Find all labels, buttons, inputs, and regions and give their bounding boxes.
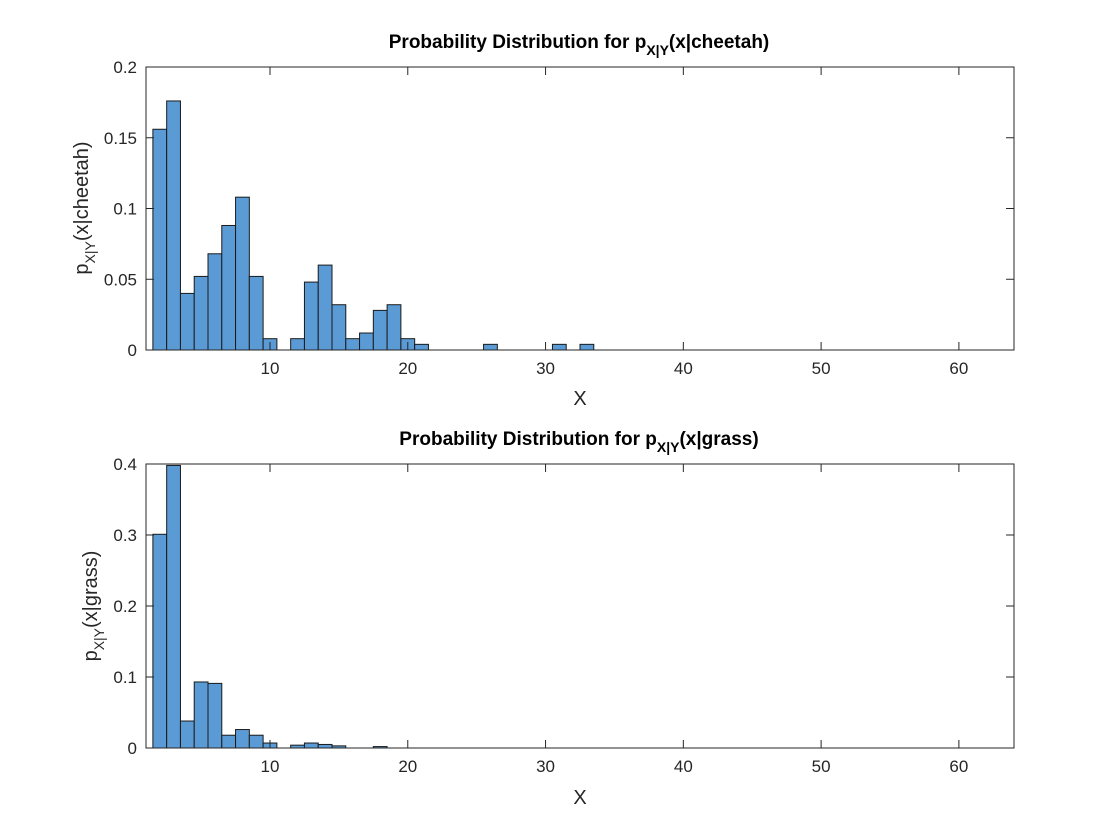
bar [386, 304, 402, 351]
y-tick-label: 0 [128, 341, 137, 360]
bar [221, 224, 237, 351]
y-axis-label: pX|Y(x|grass) [80, 551, 107, 662]
bar-series [152, 464, 388, 749]
chart-title-prefix: Probability Distribution for p [399, 429, 657, 450]
x-tick-label: 50 [812, 359, 831, 378]
bar [166, 464, 181, 749]
bar [221, 734, 237, 749]
chart-title-suffix: (x|grass) [679, 429, 758, 450]
y-axis-label-suffix: (x|cheetah) [71, 141, 93, 241]
y-tick-label: 0.3 [113, 526, 137, 545]
chart-title-suffix: (x|cheetah) [669, 32, 769, 53]
chart-title: Probability Distribution for pX|Y(x|chee… [389, 32, 770, 58]
bar [317, 264, 333, 351]
y-tick-label: 0.1 [113, 668, 137, 687]
bar [317, 743, 333, 749]
bar [414, 343, 429, 351]
x-axis-label: X [573, 787, 586, 809]
bar [551, 343, 567, 351]
bar [152, 533, 168, 749]
bar [303, 281, 319, 351]
x-tick-label: 20 [398, 359, 417, 378]
tick-labels: 10 20 30 40 50 60 0 0.1 0.2 0.3 0.4 [113, 455, 968, 776]
bar [345, 338, 361, 351]
y-axis-label-suffix: (x|grass) [80, 551, 102, 628]
chart-title-prefix: Probability Distribution for p [389, 32, 647, 53]
bar [331, 304, 347, 351]
bar [372, 309, 388, 351]
tick-marks [146, 66, 1014, 351]
subplot-grass: Probability Distribution for pX|Y(x|gras… [80, 429, 1015, 809]
y-tick-label: 0.2 [113, 597, 137, 616]
x-tick-label: 40 [674, 359, 693, 378]
y-axis-label-subscript: X|Y [91, 627, 107, 650]
bar [235, 729, 250, 749]
y-tick-label: 0.15 [104, 129, 137, 148]
y-axis-label-prefix: p [80, 650, 102, 661]
x-tick-label: 50 [812, 757, 831, 776]
bar [579, 343, 595, 351]
bar [193, 275, 209, 351]
bar [359, 332, 374, 351]
bar [179, 292, 195, 351]
x-tick-label: 10 [261, 359, 280, 378]
tick-labels: 10 20 30 40 50 60 0 0.05 0.1 0.15 0.2 [104, 58, 968, 378]
chart-title-subscript: X|Y [657, 439, 680, 455]
y-tick-label: 0.4 [113, 455, 137, 474]
x-tick-label: 40 [674, 757, 693, 776]
bar [290, 338, 305, 351]
subplot-cheetah: Probability Distribution for pX|Y(x|chee… [71, 32, 1015, 410]
x-tick-label: 30 [536, 359, 555, 378]
tick-marks [146, 463, 1014, 749]
y-tick-label: 0.1 [113, 200, 137, 219]
bar [248, 275, 264, 351]
bar-series [152, 100, 595, 351]
x-tick-label: 60 [949, 359, 968, 378]
bar [207, 253, 223, 351]
bar [152, 128, 168, 351]
bar [207, 682, 223, 749]
chart-title: Probability Distribution for pX|Y(x|gras… [399, 429, 758, 455]
bar [483, 343, 498, 351]
x-tick-label: 10 [261, 757, 280, 776]
axes-box [145, 463, 1015, 749]
y-axis-label-subscript: X|Y [82, 240, 98, 263]
bar [235, 196, 250, 351]
bar [179, 720, 195, 749]
bar [166, 100, 181, 351]
y-tick-label: 0 [128, 739, 137, 758]
bar [193, 681, 209, 749]
bar [303, 742, 319, 749]
axes-box [145, 66, 1015, 351]
y-tick-label: 0.05 [104, 270, 137, 289]
chart-title-subscript: X|Y [646, 42, 669, 58]
x-tick-label: 20 [398, 757, 417, 776]
x-tick-label: 60 [949, 757, 968, 776]
y-tick-label: 0.2 [113, 58, 137, 77]
x-tick-label: 30 [536, 757, 555, 776]
bar [248, 734, 264, 749]
y-axis-label-prefix: p [71, 263, 93, 274]
x-axis-label: X [573, 388, 586, 410]
y-axis-label: pX|Y(x|cheetah) [71, 141, 98, 274]
